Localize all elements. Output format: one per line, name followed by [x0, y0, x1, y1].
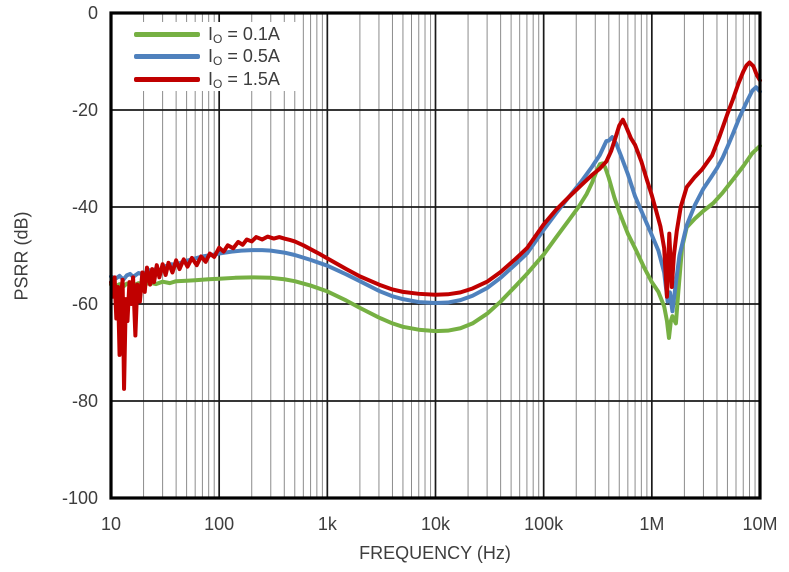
- x-tick-label-1k: 1k: [317, 514, 337, 534]
- x-axis-title: FREQUENCY (Hz): [359, 543, 511, 563]
- legend-label: IO = 1.5A: [208, 68, 280, 91]
- legend-line-green-icon: [134, 31, 200, 37]
- y-tick-label--20: -20: [71, 100, 98, 120]
- x-tick-label-100: 100: [204, 514, 235, 534]
- y-tick-label--100: -100: [61, 488, 98, 508]
- legend-item-io-0-5a: IO = 0.5A: [121, 46, 297, 68]
- curve-io-1.5a: [109, 60, 762, 391]
- curve-io-0.1a: [109, 143, 762, 340]
- legend: IO = 0.1A IO = 0.5A IO = 1.5A: [121, 22, 297, 91]
- y-tick-label-0: 0: [87, 3, 98, 23]
- legend-line-red-icon: [134, 76, 200, 82]
- legend-item-io-1-5a: IO = 1.5A: [121, 68, 297, 90]
- plot-border: [109, 11, 762, 500]
- y-tick-label--80: -80: [71, 391, 98, 411]
- legend-item-io-0-1a: IO = 0.1A: [121, 23, 297, 45]
- y-axis-title: PSRR (dB): [11, 211, 32, 301]
- data-curves: [109, 60, 762, 391]
- x-tick-label-100k: 100k: [524, 514, 564, 534]
- legend-label: IO = 0.5A: [208, 46, 280, 68]
- y-tick-label--40: -40: [71, 197, 98, 217]
- x-tick-label-10: 10: [100, 514, 122, 534]
- legend-label: IO = 0.1A: [208, 23, 280, 46]
- x-tick-label-10k: 10k: [420, 514, 451, 534]
- legend-line-blue-icon: [134, 54, 200, 59]
- y-tick-label--60: -60: [71, 294, 98, 314]
- x-tick-label-1M: 1M: [639, 514, 665, 534]
- x-tick-label-10M: 10M: [742, 514, 778, 534]
- grid-minor-lines: [143, 13, 756, 498]
